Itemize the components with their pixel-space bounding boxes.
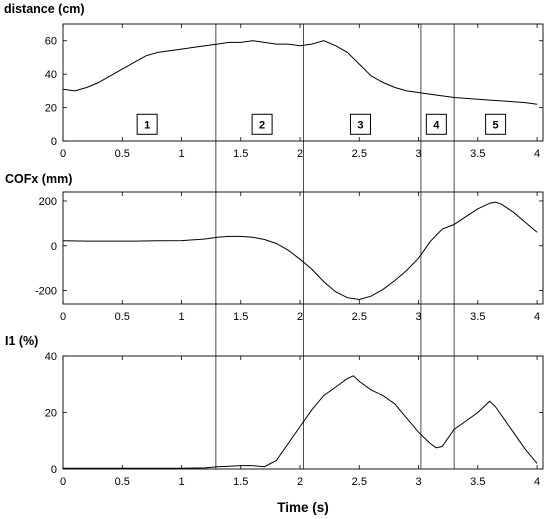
i1-y-tick-label: 20 (45, 408, 57, 420)
phase-label: 4 (433, 119, 440, 131)
distance-y-tick-label: 60 (45, 36, 57, 48)
cofx-x-tick-label: 1 (178, 311, 184, 323)
distance-x-tick-label: 3 (415, 148, 421, 160)
distance-y-tick-label: 40 (45, 69, 57, 81)
cofx-x-tick-label: 3.5 (470, 311, 485, 323)
time-axis-title: Time (s) (277, 500, 329, 515)
phase-box (251, 113, 273, 135)
i1-x-tick-label: 4 (534, 476, 540, 488)
cofx-panel: COFx (mm) -200 0 200 0 0.5 1 1.5 2 2.5 3 3.5 4 (5, 172, 544, 323)
i1-y-tick-label: 40 (45, 351, 57, 363)
phase-box (136, 113, 158, 135)
i1-x-tick-label: 2 (297, 476, 303, 488)
phase-label: 1 (144, 119, 150, 131)
phase-label: 5 (493, 119, 499, 131)
cofx-x-tick-label: 3 (415, 311, 421, 323)
phase-boxes: 1 2 3 4 5 (136, 113, 507, 135)
i1-panel: I1 (%) 0 20 40 0 0.5 1 1.5 2 2.5 3 3.5 4 (5, 334, 544, 488)
phase-dividers (215, 24, 455, 469)
phase-label: 3 (357, 119, 363, 131)
distance-x-tick-label: 1 (178, 148, 184, 160)
distance-x-tick-label: 0 (60, 148, 66, 160)
cofx-y-tick-label: 0 (51, 241, 57, 253)
i1-axis-label: I1 (%) (5, 334, 38, 348)
distance-x-tick-label: 2 (297, 148, 303, 160)
cofx-x-ticks: 0 0.5 1 1.5 2 2.5 3 3.5 4 (60, 192, 540, 323)
distance-x-tick-label: 3.5 (470, 148, 485, 160)
distance-x-tick-label: 2.5 (352, 148, 367, 160)
i1-x-tick-label: 3.5 (470, 476, 485, 488)
phase-box (349, 113, 371, 135)
i1-x-tick-label: 3 (415, 476, 421, 488)
i1-series-line (63, 375, 538, 469)
i1-x-tick-label: 0 (60, 476, 66, 488)
cofx-series-line (62, 201, 538, 301)
distance-x-tick-label: 1.5 (233, 148, 248, 160)
phase-label: 2 (259, 119, 265, 131)
cofx-x-tick-label: 1.5 (233, 311, 248, 323)
cofx-x-tick-label: 0.5 (115, 311, 130, 323)
cofx-x-tick-label: 2 (297, 311, 303, 323)
i1-y-ticks: 0 20 40 (45, 351, 543, 476)
distance-series-line (62, 40, 538, 105)
distance-x-tick-label: 4 (534, 148, 540, 160)
distance-x-tick-label: 0.5 (115, 148, 130, 160)
distance-x-ticks: 0 0.5 1 1.5 2 2.5 3 3.5 4 (60, 24, 540, 160)
i1-x-tick-label: 2.5 (352, 476, 367, 488)
cofx-axis-label: COFx (mm) (5, 172, 72, 186)
cofx-x-tick-label: 0 (60, 311, 66, 323)
distance-y-tick-label: 20 (45, 103, 57, 115)
distance-y-tick-label: 0 (51, 136, 57, 148)
cofx-y-tick-label: 200 (39, 196, 57, 208)
i1-x-tick-label: 1 (178, 476, 184, 488)
cofx-y-ticks: -200 0 200 (35, 196, 543, 298)
i1-y-tick-label: 0 (51, 464, 57, 476)
distance-plot-frame (62, 23, 544, 142)
phase-box (485, 113, 507, 135)
distance-y-ticks: 0 20 40 60 (45, 36, 543, 148)
cofx-x-tick-label: 2.5 (352, 311, 367, 323)
i1-x-tick-label: 1.5 (233, 476, 248, 488)
cofx-plot-frame (62, 191, 544, 305)
i1-x-tick-label: 0.5 (115, 476, 130, 488)
i1-x-ticks: 0 0.5 1 1.5 2 2.5 3 3.5 4 (60, 356, 540, 488)
cofx-x-tick-label: 4 (534, 311, 540, 323)
i1-plot-frame (62, 355, 544, 470)
cofx-y-tick-label: -200 (35, 286, 57, 298)
distance-axis-label: distance (cm) (4, 2, 85, 16)
phase-box (425, 113, 447, 135)
